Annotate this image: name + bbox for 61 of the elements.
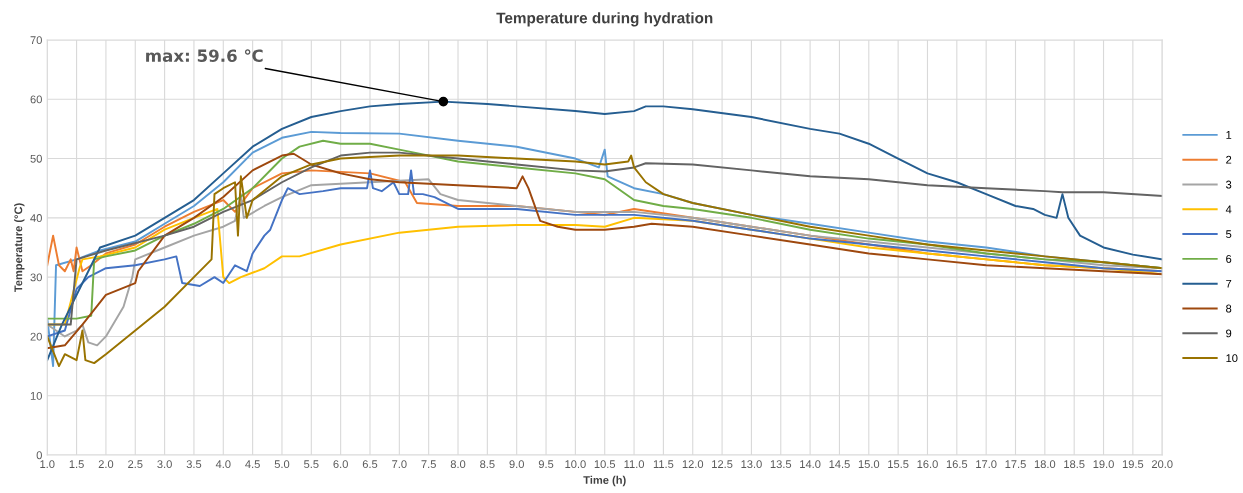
- x-tick-label: 7.5: [421, 460, 436, 469]
- x-tick-label: 10.5: [594, 460, 616, 469]
- x-tick-label: 17.0: [976, 460, 997, 469]
- x-tick-label: 19.0: [1093, 460, 1114, 469]
- y-axis-title: Temperature (°C): [14, 203, 25, 293]
- legend-label: 5: [1226, 230, 1232, 239]
- x-tick-label: 18.0: [1034, 460, 1056, 469]
- x-tick-label: 13.0: [741, 460, 762, 469]
- x-tick-label: 14.0: [800, 460, 821, 469]
- x-tick-label: 4.0: [215, 460, 231, 469]
- x-tick-label: 6.0: [333, 460, 348, 469]
- y-tick-label: 60: [30, 95, 42, 104]
- x-tick-label: 2.5: [128, 460, 143, 469]
- x-tick-label: 1.5: [69, 460, 84, 469]
- x-tick-label: 7.0: [392, 460, 407, 469]
- annotation: max: 59.6 ℃: [146, 49, 263, 62]
- y-tick-label: 20: [30, 332, 42, 341]
- x-tick-label: 3.0: [157, 460, 172, 469]
- x-tick-label: 4.5: [245, 460, 260, 469]
- x-axis-title: Time (h): [583, 475, 626, 487]
- y-tick-label: 50: [30, 154, 42, 163]
- x-tick-label: 9.5: [538, 460, 554, 469]
- legend-label: 3: [1226, 180, 1232, 189]
- x-tick-label: 16.5: [946, 460, 968, 469]
- chart-title: Temperature during hydration: [496, 12, 713, 27]
- x-tick-label: 9.0: [509, 460, 524, 469]
- x-tick-label: 11.5: [653, 460, 674, 469]
- x-tick-label: 16.0: [917, 460, 938, 469]
- legend-label: 6: [1226, 255, 1232, 263]
- legend-label: 9: [1226, 329, 1232, 338]
- x-tick-label: 20.0: [1151, 460, 1173, 469]
- legend-label: 4: [1225, 205, 1232, 214]
- y-tick-label: 70: [30, 36, 42, 45]
- legend-label: 10: [1226, 354, 1238, 363]
- x-tick-label: 6.5: [362, 460, 378, 469]
- x-tick-label: 5.5: [304, 460, 319, 469]
- legend-label: 8: [1226, 304, 1232, 313]
- x-tick-label: 5.0: [274, 460, 290, 469]
- x-tick-label: 17.5: [1005, 460, 1026, 469]
- x-tick-label: 8.5: [480, 460, 495, 469]
- legend-label: 1: [1226, 131, 1232, 139]
- x-tick-label: 15.0: [858, 460, 880, 469]
- x-tick-label: 2.0: [98, 460, 114, 469]
- x-tick-label: 18.5: [1064, 460, 1085, 469]
- x-tick-label: 15.5: [888, 460, 909, 469]
- x-tick-label: 14.5: [829, 460, 850, 469]
- x-tick-label: 13.5: [770, 460, 792, 469]
- x-tick-label: 3.5: [186, 460, 202, 469]
- x-tick-label: 11.0: [624, 460, 645, 469]
- y-tick-label: 0: [36, 451, 42, 460]
- legend-label: 7: [1226, 279, 1232, 288]
- legend-label: 2: [1226, 155, 1232, 164]
- x-tick-label: 8.0: [450, 460, 466, 469]
- x-tick-label: 19.5: [1122, 460, 1144, 469]
- x-tick-label: 12.5: [712, 460, 733, 469]
- x-tick-label: 10.0: [565, 460, 586, 469]
- x-tick-label: 12.0: [682, 460, 704, 469]
- y-tick-label: 40: [30, 214, 42, 222]
- x-tick-label: 1.0: [40, 460, 55, 469]
- y-tick-label: 10: [30, 392, 42, 400]
- y-tick-label: 30: [30, 273, 42, 282]
